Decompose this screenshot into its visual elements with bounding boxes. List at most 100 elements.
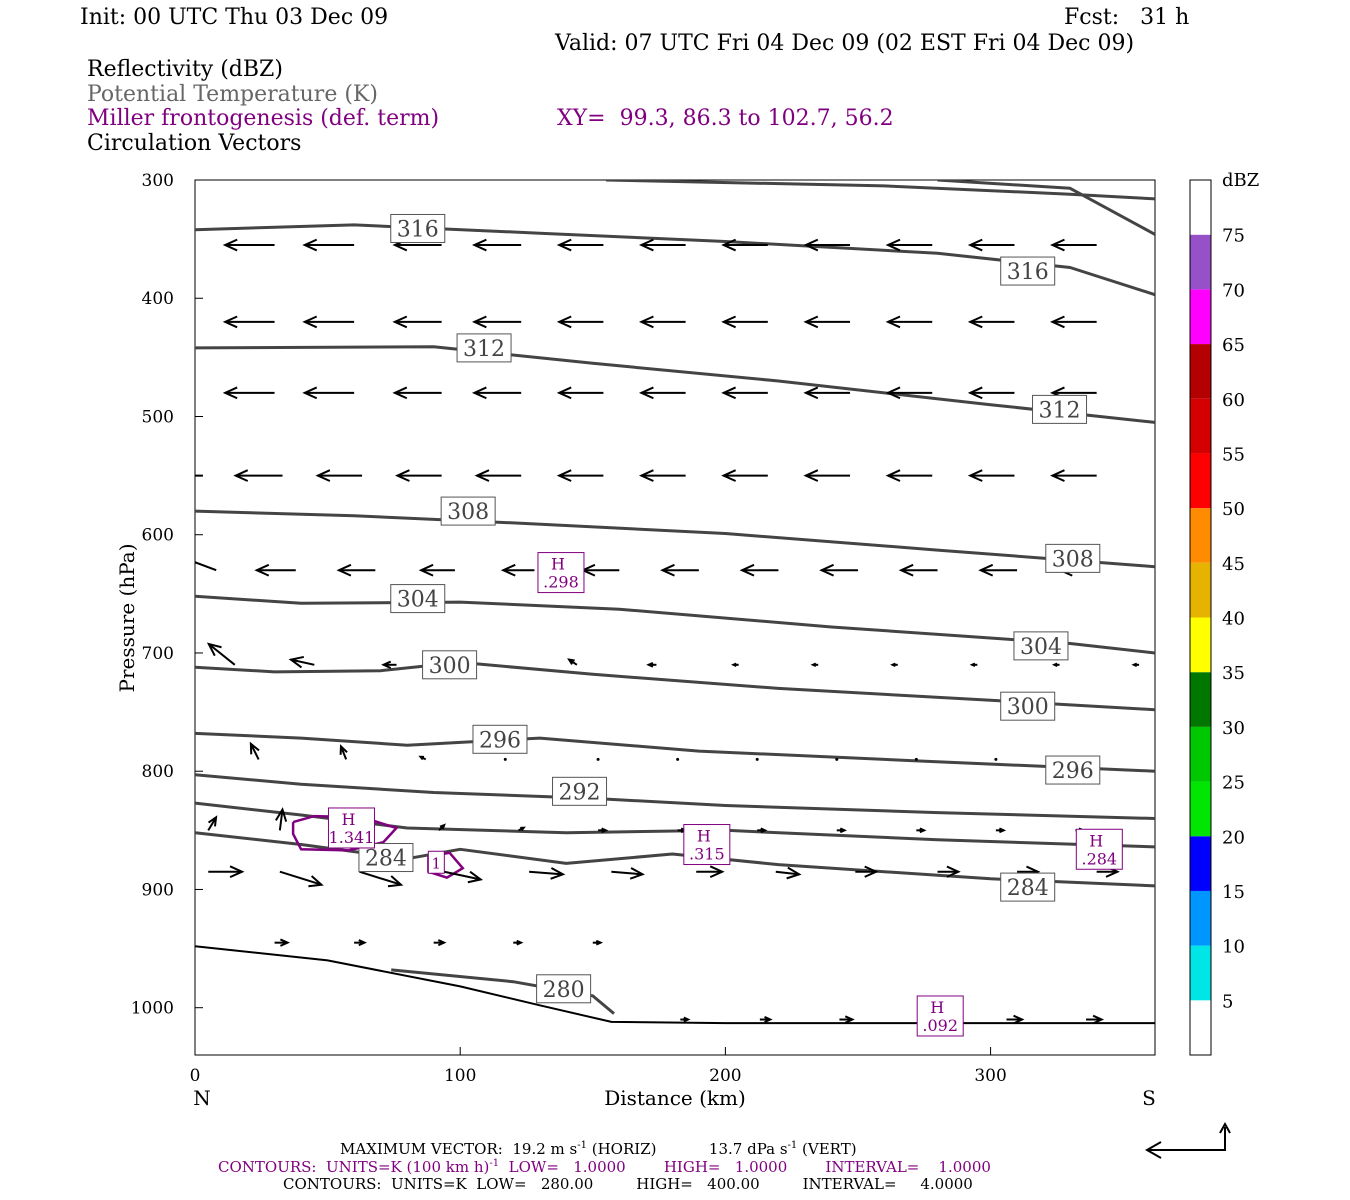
theta-label-box — [1000, 872, 1056, 902]
vector-head — [302, 386, 318, 400]
circulation-vector — [394, 469, 442, 482]
frontogenesis-max-box — [537, 552, 585, 594]
frontogenesis-max-box — [1075, 828, 1123, 870]
vector-head — [721, 315, 737, 329]
theta-label-box — [390, 213, 446, 243]
vector-head — [229, 865, 245, 879]
vector-head — [520, 826, 526, 832]
vector-head — [556, 386, 572, 400]
colorbar-label: 50 — [1222, 499, 1245, 520]
vector-head — [206, 642, 222, 657]
circulation-vector — [696, 865, 725, 879]
colorbar-label: 40 — [1222, 609, 1245, 630]
theta-contour-296 — [195, 731, 1155, 773]
vector-head — [1051, 662, 1058, 667]
vector-head — [786, 866, 802, 880]
colorbar-label: 10 — [1222, 937, 1245, 958]
vector-shaft — [775, 870, 800, 876]
theta-label: 308 — [447, 500, 489, 525]
circulation-vector — [418, 563, 455, 577]
vector-head — [254, 563, 270, 577]
fg-info-prefix: CONTOURS: UNITS=K (100 km h) — [218, 1158, 490, 1176]
circulation-vector — [803, 386, 851, 400]
vector-head — [721, 238, 737, 252]
circulation-vector — [339, 744, 348, 760]
vector-head — [638, 386, 654, 400]
colorbar-title: dBZ — [1222, 170, 1259, 191]
circulation-vector — [638, 315, 686, 329]
theta-contour-304 — [195, 594, 1155, 655]
circulation-vector — [249, 741, 260, 760]
circulation-vector — [994, 757, 998, 761]
vector-head — [885, 469, 901, 482]
vector-head — [683, 1016, 691, 1023]
vector-shaft — [359, 870, 402, 886]
vector-head — [646, 661, 654, 668]
circulation-vector — [836, 827, 848, 834]
vector-head — [156, 470, 168, 481]
circulation-vector — [803, 315, 851, 329]
vector-head — [339, 744, 348, 755]
colorbar-swatch — [1190, 890, 1211, 946]
circulation-vector — [890, 662, 898, 667]
circulation-vector — [556, 469, 604, 482]
vector-shaft — [290, 658, 315, 666]
colorbar-label: 15 — [1222, 882, 1245, 903]
frontogenesis-max-letter: H — [1089, 831, 1103, 850]
circulation-vector — [206, 642, 236, 666]
vector-head — [1050, 469, 1065, 482]
max-vector-exponent-2: -1 — [787, 1140, 798, 1151]
circulation-vector — [638, 238, 686, 252]
vector-head — [803, 238, 819, 252]
vector-shaft — [208, 643, 236, 666]
vector-head — [222, 386, 238, 400]
theta-contours — [195, 180, 1155, 1015]
frontogenesis-max-box — [916, 995, 964, 1037]
colorbar-label: 60 — [1222, 390, 1245, 411]
vector-head — [207, 815, 218, 827]
circulation-vector — [503, 757, 507, 761]
frontogenesis-max-value: .284 — [1081, 849, 1117, 868]
vector-head — [275, 807, 288, 822]
circulation-vector — [937, 865, 961, 878]
theta-label: 284 — [365, 847, 407, 872]
vector-head — [1092, 1014, 1105, 1025]
vector-head — [418, 563, 434, 577]
vector-head — [864, 865, 879, 878]
colorbar-label: 5 — [1222, 991, 1233, 1012]
colorbar-label: 25 — [1222, 773, 1245, 794]
circulation-vector — [302, 315, 355, 329]
colorbar-swatch — [1190, 672, 1211, 727]
colorbar-label: 55 — [1222, 444, 1245, 465]
vector-head — [709, 865, 725, 879]
south-label: S — [1142, 1086, 1156, 1110]
vector-head — [175, 554, 188, 564]
vector-head — [721, 469, 737, 482]
vector-head — [279, 938, 290, 947]
terrain-line — [195, 945, 1155, 1025]
frontogenesis-contour-label-box — [427, 850, 445, 874]
circulation-vector — [556, 386, 604, 400]
vector-shaft — [529, 870, 564, 876]
circulation-vector — [995, 827, 1007, 834]
circulation-vector — [315, 469, 363, 482]
vector-head — [550, 867, 566, 880]
circulation-vector — [978, 563, 1018, 577]
colorbar-swatch — [1190, 617, 1211, 673]
circulation-vector — [175, 554, 217, 572]
frontogenesis-max-letter: H — [697, 827, 711, 846]
contour-labels: 316 316 312 312 308 308 304 304 300 300 296 296 292 2… — [327, 213, 1123, 1037]
colorbar-label: 75 — [1222, 226, 1245, 247]
circulation-vector — [885, 386, 933, 400]
circulation-vector — [471, 386, 522, 400]
colorbar-label: 65 — [1222, 335, 1245, 356]
colorbar-swatch — [1190, 1000, 1211, 1055]
vector-head — [146, 387, 158, 398]
frontogenesis-max-letter: H — [551, 555, 565, 574]
circulation-vector — [810, 662, 819, 667]
vector-head — [288, 655, 305, 669]
vector-dot — [596, 757, 600, 761]
vector-head — [358, 939, 367, 947]
circulation-vector — [302, 386, 355, 400]
